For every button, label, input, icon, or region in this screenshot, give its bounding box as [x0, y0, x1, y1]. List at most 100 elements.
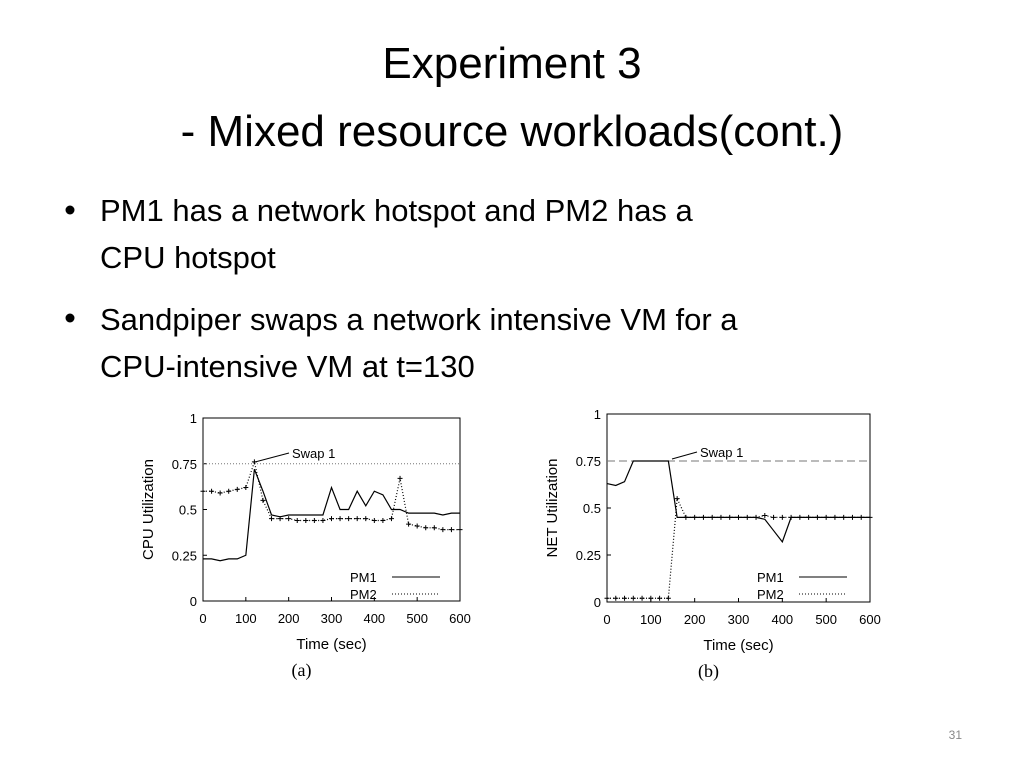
x-tick-label: 100 — [640, 612, 662, 627]
caption: (a) — [292, 660, 312, 681]
point-marker — [736, 514, 741, 520]
point-marker — [209, 488, 215, 494]
point-marker — [727, 514, 733, 520]
point-marker — [440, 527, 446, 533]
point-marker — [788, 514, 794, 520]
bullet-text: PM1 has a network hotspot and PM2 has a — [100, 193, 694, 228]
y-tick-label: 0.25 — [172, 548, 197, 563]
point-marker — [397, 475, 403, 481]
x-tick-label: 400 — [363, 611, 385, 626]
bullet-text: CPU hotspot — [100, 240, 276, 275]
x-tick-label: 0 — [603, 612, 610, 627]
point-marker — [380, 517, 386, 523]
point-marker — [406, 521, 412, 527]
title-line: - Mixed resource workloads(cont.) — [181, 107, 844, 156]
bullet-text: CPU-intensive VM at t=130 — [100, 349, 475, 384]
point-marker — [346, 516, 352, 522]
y-axis-label: CPU Utilization — [140, 459, 157, 560]
point-marker — [200, 488, 206, 494]
bullet-dot — [65, 205, 75, 215]
bullet-text: Sandpiper swaps a network intensive VM f… — [100, 302, 738, 337]
x-tick-label: 500 — [406, 611, 428, 626]
series-line — [606, 460, 870, 544]
legend-label: PM2 — [757, 587, 784, 602]
y-tick-label: 1 — [190, 411, 197, 426]
bullet-dot — [65, 313, 75, 323]
y-tick-label: 0.25 — [576, 548, 601, 563]
y-tick-label: 1 — [594, 407, 601, 422]
point-marker — [320, 517, 326, 523]
point-marker — [457, 527, 463, 533]
point-marker — [269, 516, 275, 522]
point-marker — [771, 514, 777, 520]
point-marker — [648, 595, 654, 601]
point-marker — [683, 514, 689, 520]
point-marker — [286, 516, 292, 522]
y-tick-label: 0 — [594, 595, 601, 610]
x-tick-label: 200 — [278, 611, 300, 626]
annotation-arrow — [254, 452, 290, 463]
x-tick-label: 400 — [771, 612, 793, 627]
x-tick-label: 200 — [684, 612, 706, 627]
x-tick-label: 300 — [321, 611, 343, 626]
y-tick-label: 0 — [190, 594, 197, 609]
plot-frame — [606, 413, 871, 603]
series-line — [203, 469, 460, 562]
y-tick-label: 0.5 — [179, 503, 197, 518]
x-tick-label: 500 — [815, 612, 837, 627]
point-marker — [718, 514, 724, 520]
point-marker — [363, 516, 369, 522]
caption: (b) — [698, 661, 719, 682]
page-number: 31 — [949, 728, 963, 742]
point-marker — [217, 490, 223, 496]
point-marker — [841, 514, 847, 520]
point-marker — [692, 514, 698, 520]
point-marker — [867, 514, 873, 520]
point-marker — [243, 485, 249, 491]
point-marker — [371, 517, 377, 523]
point-marker — [604, 595, 610, 601]
point-marker — [657, 595, 663, 601]
x-tick-label: 0 — [199, 611, 206, 626]
point-marker — [414, 523, 420, 529]
point-marker — [311, 517, 317, 523]
point-marker — [234, 486, 240, 492]
point-marker — [700, 514, 706, 520]
point-marker — [709, 514, 715, 520]
point-marker — [858, 514, 864, 520]
point-marker — [806, 514, 812, 520]
annotation-arrow — [671, 451, 698, 460]
point-marker — [797, 514, 803, 520]
point-marker — [354, 516, 360, 522]
annotation: Swap 1 — [700, 445, 743, 460]
point-marker — [849, 514, 855, 520]
legend-label: PM1 — [350, 570, 377, 585]
x-axis-label: Time (sec) — [296, 636, 366, 653]
legend-label: PM1 — [757, 570, 784, 585]
point-marker — [674, 496, 680, 502]
legend-label: PM2 — [350, 587, 377, 602]
point-marker — [630, 595, 636, 601]
x-tick-label: 100 — [235, 611, 257, 626]
point-marker — [277, 516, 283, 522]
x-tick-label: 300 — [728, 612, 750, 627]
y-axis-label: NET Utilization — [544, 459, 561, 558]
point-marker — [814, 514, 820, 520]
y-tick-label: 0.75 — [576, 454, 601, 469]
point-marker — [388, 516, 394, 522]
point-marker — [639, 595, 645, 601]
series-line — [607, 496, 870, 599]
point-marker — [329, 516, 334, 522]
point-marker — [744, 514, 750, 520]
point-marker — [762, 513, 768, 519]
point-marker — [779, 514, 785, 520]
point-marker — [823, 514, 829, 520]
point-marker — [294, 517, 300, 523]
y-tick-label: 0.5 — [583, 501, 601, 516]
x-tick-label: 600 — [859, 612, 881, 627]
point-marker — [448, 527, 454, 533]
point-marker — [303, 517, 309, 523]
x-tick-label: 600 — [449, 611, 471, 626]
